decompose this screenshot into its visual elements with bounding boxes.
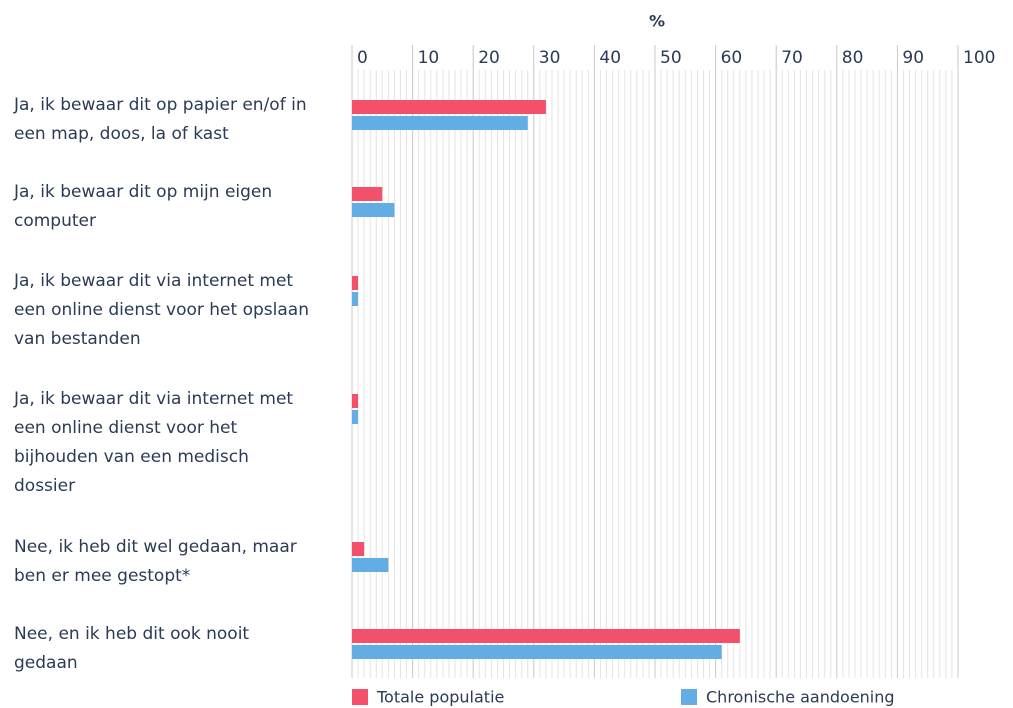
category-label: Ja, ik bewaar dit op papier en/of in een… <box>14 95 307 144</box>
category-label: Ja, ik bewaar dit via internet met een o… <box>14 389 294 496</box>
bar <box>352 292 359 306</box>
bar <box>352 558 389 572</box>
legend-swatch <box>352 689 368 705</box>
x-tick-label: 100 <box>963 48 995 68</box>
category-label: Ja, ik bewaar dit op mijn eigen computer <box>14 182 273 231</box>
x-tick-label: 30 <box>539 48 561 68</box>
category-label: Nee, en ik heb dit ook nooit gedaan <box>14 624 250 673</box>
bar <box>352 629 740 643</box>
x-tick-label: 60 <box>721 48 743 68</box>
bar <box>352 645 722 659</box>
x-tick-label: 20 <box>478 48 500 68</box>
legend-label: Chronische aandoening <box>706 688 895 707</box>
bar <box>352 203 395 217</box>
bar <box>352 276 359 290</box>
x-tick-label: 50 <box>660 48 682 68</box>
legend-swatch <box>681 689 697 705</box>
bar <box>352 394 359 408</box>
category-label: Nee, ik heb dit wel gedaan, maar ben er … <box>14 537 297 586</box>
category-label: Ja, ik bewaar dit via internet met een o… <box>14 271 309 349</box>
x-tick-label: 0 <box>357 48 368 68</box>
bar <box>352 542 365 556</box>
legend-label: Totale populatie <box>376 688 504 707</box>
bar <box>352 187 383 201</box>
x-tick-label: 80 <box>842 48 864 68</box>
axis-title: % <box>649 12 665 31</box>
x-tick-label: 10 <box>418 48 440 68</box>
bar <box>352 410 359 424</box>
x-tick-label: 40 <box>599 48 621 68</box>
x-tick-label: 90 <box>902 48 924 68</box>
x-tick-label: 70 <box>781 48 803 68</box>
bar <box>352 100 546 114</box>
bar <box>352 116 528 130</box>
